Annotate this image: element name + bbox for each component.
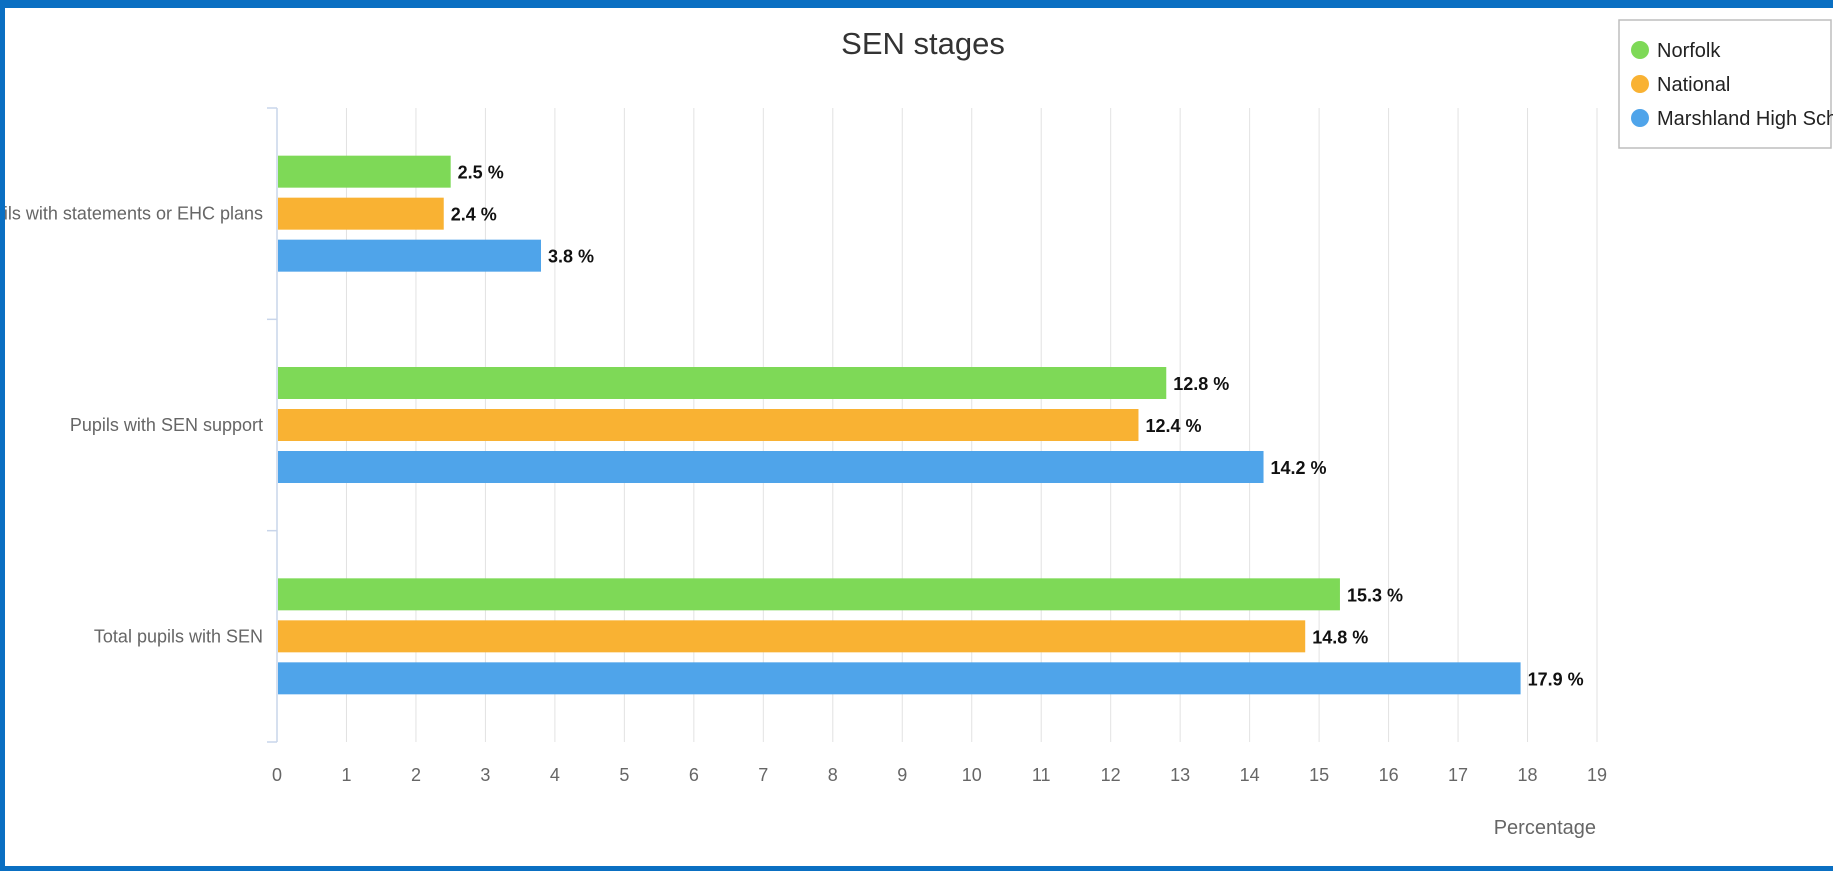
category-label: Total pupils with SEN	[94, 626, 263, 646]
data-label: 14.8 %	[1312, 627, 1368, 647]
chart-title: SEN stages	[841, 26, 1005, 61]
category-axis: Pupils with statements or EHC plans Pupil…	[0, 107, 278, 743]
data-label: 12.4 %	[1145, 416, 1201, 436]
sen-stages-chart: SEN stages Pupils with statements or EHC…	[0, 19, 1833, 839]
bar[interactable]	[278, 197, 444, 230]
legend[interactable]: Norfolk National Marshland High School	[1618, 19, 1833, 149]
bar[interactable]	[278, 155, 451, 188]
legend-marker[interactable]	[1631, 75, 1649, 93]
data-label: 2.4 %	[451, 205, 497, 225]
data-label: 17.9 %	[1528, 669, 1584, 689]
x-axis-title: Percentage	[1494, 817, 1596, 839]
x-tick-label: 13	[1170, 765, 1190, 785]
bar[interactable]	[278, 239, 541, 272]
x-tick-label: 8	[828, 765, 838, 785]
legend-marker[interactable]	[1631, 109, 1649, 127]
x-tick-label: 15	[1309, 765, 1329, 785]
bar[interactable]	[278, 367, 1167, 399]
data-label: 12.8 %	[1173, 374, 1229, 394]
bar[interactable]	[278, 409, 1139, 441]
x-tick-label: 4	[550, 765, 560, 785]
legend-item-label[interactable]: Norfolk	[1657, 40, 1721, 62]
legend-item-label[interactable]: Marshland High School	[1657, 108, 1833, 130]
x-tick-label: 2	[411, 765, 421, 785]
x-tick-label: 7	[758, 765, 768, 785]
x-tick-label: 9	[897, 765, 907, 785]
data-label: 15.3 %	[1347, 585, 1403, 605]
x-tick-label: 18	[1518, 765, 1538, 785]
x-tick-label: 6	[689, 765, 699, 785]
chart-panel: SEN stages Pupils with statements or EHC…	[0, 8, 1833, 866]
bar[interactable]	[278, 662, 1521, 695]
legend-box	[1618, 19, 1832, 149]
category-label: Pupils with SEN support	[70, 415, 263, 435]
x-tick-label: 17	[1448, 765, 1468, 785]
legend-item-label[interactable]: National	[1657, 74, 1730, 96]
bar[interactable]	[278, 620, 1306, 653]
x-tick-label: 0	[272, 765, 282, 785]
x-tick-label: 16	[1379, 765, 1399, 785]
category-label: Pupils with statements or EHC plans	[5, 204, 263, 224]
x-tick-label: 12	[1101, 765, 1121, 785]
x-axis-ticks: 0 1 2 3 4 5 6 7 8 9 10 11 12 13 14 15 16 17 18 19	[272, 765, 1607, 785]
x-tick-label: 1	[341, 765, 351, 785]
legend-marker[interactable]	[1631, 41, 1649, 59]
x-tick-label: 14	[1240, 765, 1260, 785]
x-tick-label: 11	[1032, 765, 1051, 785]
bar-series: 2.5 % 2.4 % 3.8 % 12.8 % 12.4 % 14.2 % 15.3 % 1…	[278, 155, 1584, 695]
data-label: 14.2 %	[1271, 458, 1327, 478]
data-label: 3.8 %	[548, 247, 594, 267]
x-tick-label: 10	[962, 765, 982, 785]
x-tick-label: 5	[619, 765, 629, 785]
x-tick-label: 19	[1587, 765, 1607, 785]
x-tick-label: 3	[480, 765, 490, 785]
bar[interactable]	[278, 451, 1264, 483]
bar[interactable]	[278, 578, 1340, 611]
data-label: 2.5 %	[458, 163, 504, 183]
